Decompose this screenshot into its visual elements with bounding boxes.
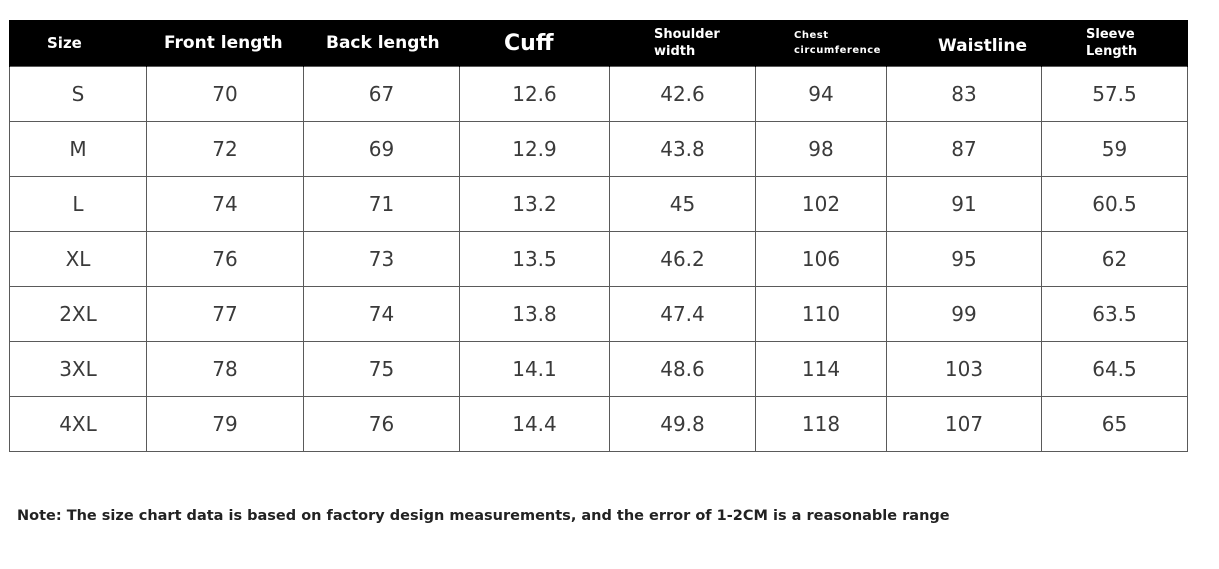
header-cuff-label: Cuff xyxy=(504,30,554,56)
table-row: S 70 67 12.6 42.6 94 83 57.5 xyxy=(9,66,1188,122)
cell-waistline: 83 xyxy=(886,66,1042,122)
cell-shoulder-width: 47.4 xyxy=(609,286,756,342)
cell-chest: 110 xyxy=(755,286,887,342)
table-row: 3XL 78 75 14.1 48.6 114 103 64.5 xyxy=(9,341,1188,397)
cell-waistline: 95 xyxy=(886,231,1042,287)
cell-size: XL xyxy=(9,231,147,287)
table-row: XL 76 73 13.5 46.2 106 95 62 xyxy=(9,231,1188,287)
header-waistline: Waistline xyxy=(886,20,1042,67)
cell-cuff: 12.6 xyxy=(459,66,610,122)
table-header-row: Size Front length Back length Cuff Shoul… xyxy=(9,20,1188,67)
cell-back-length: 75 xyxy=(303,341,460,397)
cell-sleeve-length: 63.5 xyxy=(1041,286,1188,342)
cell-size: S xyxy=(9,66,147,122)
cell-cuff: 13.8 xyxy=(459,286,610,342)
cell-waistline: 87 xyxy=(886,121,1042,177)
table-row: M 72 69 12.9 43.8 98 87 59 xyxy=(9,121,1188,177)
cell-shoulder-width: 49.8 xyxy=(609,396,756,452)
cell-sleeve-length: 57.5 xyxy=(1041,66,1188,122)
cell-back-length: 71 xyxy=(303,176,460,232)
cell-shoulder-width: 43.8 xyxy=(609,121,756,177)
cell-sleeve-length: 65 xyxy=(1041,396,1188,452)
cell-chest: 118 xyxy=(755,396,887,452)
cell-size: 3XL xyxy=(9,341,147,397)
header-shoulder-line1: Shoulder xyxy=(654,27,720,42)
cell-sleeve-length: 64.5 xyxy=(1041,341,1188,397)
header-sleeve-line2: Length xyxy=(1086,44,1138,59)
cell-back-length: 67 xyxy=(303,66,460,122)
cell-waistline: 107 xyxy=(886,396,1042,452)
cell-back-length: 76 xyxy=(303,396,460,452)
header-shoulder-line2: width xyxy=(654,44,696,59)
cell-cuff: 12.9 xyxy=(459,121,610,177)
cell-front-length: 76 xyxy=(146,231,304,287)
header-back-length-label: Back length xyxy=(326,33,440,53)
cell-size: 4XL xyxy=(9,396,147,452)
header-front-length-label: Front length xyxy=(164,33,283,53)
cell-cuff: 14.4 xyxy=(459,396,610,452)
cell-chest: 102 xyxy=(755,176,887,232)
cell-back-length: 69 xyxy=(303,121,460,177)
cell-size: M xyxy=(9,121,147,177)
table-row: L 74 71 13.2 45 102 91 60.5 xyxy=(9,176,1188,232)
cell-cuff: 13.5 xyxy=(459,231,610,287)
cell-back-length: 74 xyxy=(303,286,460,342)
cell-size: 2XL xyxy=(9,286,147,342)
size-chart-table: Size Front length Back length Cuff Shoul… xyxy=(9,20,1188,452)
header-sleeve-line1: Sleeve xyxy=(1086,27,1135,42)
header-chest-line1: Chest xyxy=(794,30,829,41)
cell-chest: 94 xyxy=(755,66,887,122)
cell-waistline: 91 xyxy=(886,176,1042,232)
cell-front-length: 72 xyxy=(146,121,304,177)
cell-shoulder-width: 48.6 xyxy=(609,341,756,397)
cell-sleeve-length: 59 xyxy=(1041,121,1188,177)
header-size: Size xyxy=(9,20,147,67)
cell-front-length: 74 xyxy=(146,176,304,232)
header-sleeve-length: Sleeve Length xyxy=(1041,20,1188,67)
header-cuff: Cuff xyxy=(459,20,610,67)
cell-back-length: 73 xyxy=(303,231,460,287)
cell-waistline: 99 xyxy=(886,286,1042,342)
header-back-length: Back length xyxy=(303,20,460,67)
header-size-label: Size xyxy=(47,34,82,52)
cell-chest: 106 xyxy=(755,231,887,287)
cell-shoulder-width: 46.2 xyxy=(609,231,756,287)
cell-chest: 114 xyxy=(755,341,887,397)
cell-waistline: 103 xyxy=(886,341,1042,397)
table-row: 4XL 79 76 14.4 49.8 118 107 65 xyxy=(9,396,1188,452)
table-row: 2XL 77 74 13.8 47.4 110 99 63.5 xyxy=(9,286,1188,342)
cell-front-length: 70 xyxy=(146,66,304,122)
size-chart-note: Note: The size chart data is based on fa… xyxy=(17,508,950,524)
header-waistline-label: Waistline xyxy=(938,35,1027,56)
cell-size: L xyxy=(9,176,147,232)
cell-cuff: 14.1 xyxy=(459,341,610,397)
cell-sleeve-length: 62 xyxy=(1041,231,1188,287)
header-chest-line2: circumference xyxy=(794,45,881,56)
header-chest-circumference: Chest circumference xyxy=(755,20,887,67)
cell-front-length: 78 xyxy=(146,341,304,397)
cell-front-length: 77 xyxy=(146,286,304,342)
header-shoulder-width: Shoulder width xyxy=(609,20,756,67)
cell-cuff: 13.2 xyxy=(459,176,610,232)
cell-shoulder-width: 42.6 xyxy=(609,66,756,122)
header-front-length: Front length xyxy=(146,20,304,67)
cell-chest: 98 xyxy=(755,121,887,177)
cell-shoulder-width: 45 xyxy=(609,176,756,232)
cell-front-length: 79 xyxy=(146,396,304,452)
cell-sleeve-length: 60.5 xyxy=(1041,176,1188,232)
